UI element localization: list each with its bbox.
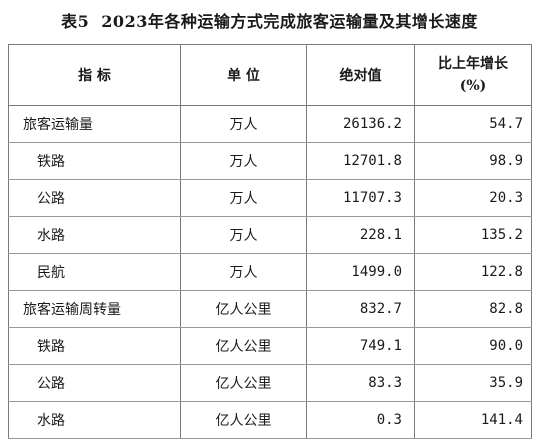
row-unit: 万人 (180, 142, 307, 180)
table-row: 旅客运输量 万人 26136.2 54.7 (8, 105, 532, 143)
row-unit: 亿人公里 (180, 364, 307, 402)
row-unit: 亿人公里 (180, 327, 307, 365)
row-absolute-value: 11707.3 (306, 179, 415, 217)
header-growth-unit: (%) (459, 78, 487, 94)
row-unit: 亿人公里 (180, 290, 307, 328)
row-unit: 万人 (180, 216, 307, 254)
header-absolute-value: 绝对值 (306, 44, 415, 106)
table-row: 公路 万人 11707.3 20.3 (8, 179, 532, 217)
row-subcategory-name: 水路 (8, 216, 181, 254)
table-row: 水路 万人 228.1 135.2 (8, 216, 532, 254)
passenger-transport-table: 指 标 单 位 绝对值 比上年增长 (%) 旅客运输量 万人 26136.2 54.7… (8, 44, 532, 439)
row-absolute-value: 26136.2 (306, 105, 415, 143)
row-growth-rate: 122.8 (414, 253, 532, 291)
row-subcategory-name: 铁路 (8, 327, 181, 365)
row-growth-rate: 20.3 (414, 179, 532, 217)
table-number: 表5 (61, 12, 90, 31)
header-growth-label: 比上年增长 (438, 56, 508, 72)
row-unit: 亿人公里 (180, 401, 307, 439)
row-absolute-value: 12701.8 (306, 142, 415, 180)
row-subcategory-name: 水路 (8, 401, 181, 439)
table-row: 公路 亿人公里 83.3 35.9 (8, 364, 532, 402)
row-category-name: 旅客运输量 (8, 105, 181, 143)
row-absolute-value: 83.3 (306, 364, 415, 402)
table-body: 旅客运输量 万人 26136.2 54.7 铁路 万人 12701.8 98.9 公路 万人 117… (8, 105, 532, 439)
row-subcategory-name: 公路 (8, 179, 181, 217)
table-row: 民航 万人 1499.0 122.8 (8, 253, 532, 291)
row-absolute-value: 832.7 (306, 290, 415, 328)
header-unit: 单 位 (180, 44, 307, 106)
table-row: 铁路 亿人公里 749.1 90.0 (8, 327, 532, 365)
table-title-text: 2023年各种运输方式完成旅客运输量及其增长速度 (101, 12, 478, 31)
row-unit: 万人 (180, 105, 307, 143)
row-absolute-value: 228.1 (306, 216, 415, 254)
row-subcategory-name: 公路 (8, 364, 181, 402)
row-subcategory-name: 铁路 (8, 142, 181, 180)
row-growth-rate: 82.8 (414, 290, 532, 328)
header-indicator: 指 标 (8, 44, 181, 106)
table-header-row: 指 标 单 位 绝对值 比上年增长 (%) (8, 44, 532, 106)
row-growth-rate: 35.9 (414, 364, 532, 402)
row-unit: 万人 (180, 179, 307, 217)
row-category-name: 旅客运输周转量 (8, 290, 181, 328)
header-growth: 比上年增长 (%) (414, 44, 532, 106)
row-growth-rate: 54.7 (414, 105, 532, 143)
table-row: 旅客运输周转量 亿人公里 832.7 82.8 (8, 290, 532, 328)
table-title: 表5 2023年各种运输方式完成旅客运输量及其增长速度 (0, 8, 539, 32)
row-growth-rate: 135.2 (414, 216, 532, 254)
row-unit: 万人 (180, 253, 307, 291)
row-growth-rate: 98.9 (414, 142, 532, 180)
row-subcategory-name: 民航 (8, 253, 181, 291)
row-absolute-value: 749.1 (306, 327, 415, 365)
row-absolute-value: 1499.0 (306, 253, 415, 291)
row-growth-rate: 90.0 (414, 327, 532, 365)
table-row: 铁路 万人 12701.8 98.9 (8, 142, 532, 180)
row-growth-rate: 141.4 (414, 401, 532, 439)
row-absolute-value: 0.3 (306, 401, 415, 439)
table-row: 水路 亿人公里 0.3 141.4 (8, 401, 532, 439)
